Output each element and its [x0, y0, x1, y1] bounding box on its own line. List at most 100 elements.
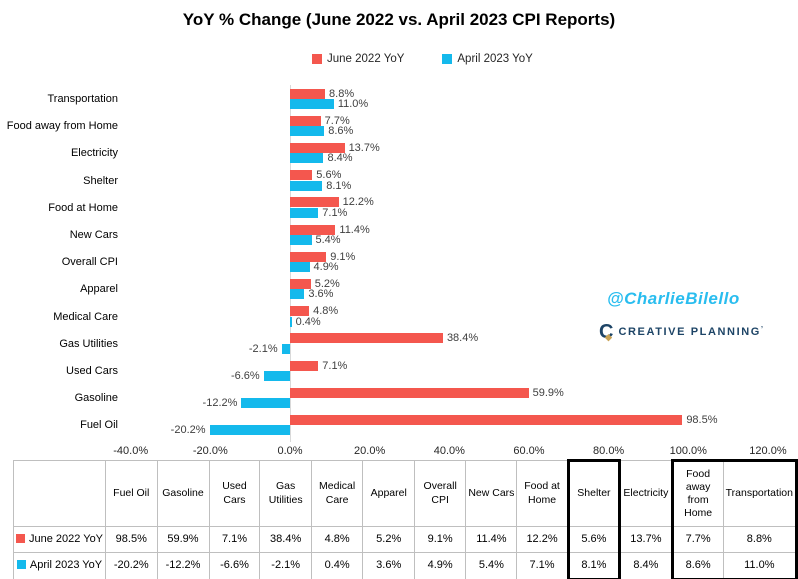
- chart-title: YoY % Change (June 2022 vs. April 2023 C…: [182, 10, 616, 29]
- table-corner-cell: [12, 460, 107, 527]
- category-label: Used Cars: [66, 365, 118, 377]
- data-table: Fuel Oil Gasoline Used Cars Gas Utilities Me…: [12, 459, 798, 579]
- table-column-header: Apparel: [362, 460, 415, 527]
- table-cell: 59.9%: [156, 526, 210, 553]
- creative-planning-logo-text: CREATIVE PLANNING’: [618, 326, 765, 338]
- x-axis-tick-label: 40.0%: [433, 445, 465, 457]
- table-cell: 7.1%: [516, 552, 569, 579]
- table-cell: 11.0%: [722, 552, 798, 579]
- table-column-header: Transportation: [722, 459, 798, 527]
- bar-value-label: 38.4%: [446, 332, 479, 345]
- bar-value-label: 8.8%: [329, 87, 355, 100]
- x-axis-tick-label: -40.0%: [113, 445, 149, 457]
- bar-value-label: 11.0%: [337, 98, 369, 110]
- category-label: Shelter: [83, 174, 118, 187]
- x-axis-tick-label: 60.0%: [513, 445, 545, 457]
- table-cell: 38.4%: [259, 526, 312, 553]
- table-column-header: Medical Care: [310, 460, 364, 527]
- table-cell: 8.4%: [619, 552, 673, 579]
- bar-value-label: -20.2%: [170, 424, 206, 437]
- table-cell: 8.1%: [566, 552, 622, 579]
- bar-value-label: 8.6%: [328, 125, 354, 138]
- category-label: Overall CPI: [61, 256, 118, 269]
- bar-april-2023: [290, 262, 310, 273]
- table-row-label: June 2022 YoY: [12, 526, 107, 553]
- bar-april-2023: [290, 235, 312, 245]
- bar-april-2023: [290, 180, 323, 191]
- legend-item-0: June 2022 YoY: [312, 53, 404, 65]
- legend-item-1: April 2023 YoY: [442, 53, 533, 65]
- table-cell: 7.7%: [670, 526, 724, 553]
- table-column-header: Food at Home: [516, 460, 569, 527]
- creative-planning-logo: C ◆ CREATIVE PLANNING’: [599, 322, 765, 342]
- bar-value-label: 11.4%: [339, 223, 370, 236]
- category-label: Transportation: [47, 93, 118, 105]
- bar-june-2022: [290, 170, 313, 181]
- bar-june-2022: [290, 224, 336, 235]
- creative-planning-c-icon: C ◆: [599, 322, 613, 342]
- bar-value-label: -6.6%: [230, 370, 260, 382]
- bar-value-label: 9.1%: [330, 250, 356, 263]
- bar-june-2022: [290, 333, 443, 344]
- bar-value-label: 7.1%: [322, 206, 348, 219]
- bar-april-2023: [290, 207, 319, 218]
- table-cell: 12.2%: [516, 526, 569, 553]
- bar-value-label: 98.5%: [686, 413, 718, 426]
- bar-june-2022: [290, 387, 529, 398]
- table-cell: 7.1%: [208, 526, 261, 553]
- series-swatch: [16, 560, 26, 570]
- bar-april-2023: [263, 371, 290, 381]
- x-axis-tick-label: 120.0%: [749, 445, 787, 457]
- bar-value-label: 5.4%: [315, 234, 341, 246]
- table-column-header: Electricity: [619, 460, 673, 527]
- legend-label: April 2023 YoY: [457, 53, 533, 65]
- table-cell: -20.2%: [105, 552, 158, 579]
- table-cell: 4.8%: [310, 526, 364, 553]
- table-row: June 2022 YoY 98.5% 59.9% 7.1% 38.4% 4.8% 5.2%…: [12, 526, 798, 553]
- table-column-header: Overall CPI: [413, 460, 467, 527]
- bar-value-label: -2.1%: [248, 342, 278, 355]
- table-column-header: Shelter: [566, 459, 622, 527]
- table-cell: 3.6%: [362, 552, 415, 579]
- bar-june-2022: [290, 278, 311, 289]
- category-label: Electricity: [70, 147, 118, 160]
- table-column-header: Gasoline: [156, 460, 210, 527]
- table-cell: -2.1%: [259, 552, 312, 579]
- table-column-header: Food away from Home: [670, 459, 724, 527]
- bar-june-2022: [290, 88, 326, 99]
- chart-legend: June 2022 YoY April 2023 YoY: [312, 53, 533, 65]
- table-row: April 2023 YoY -20.2% -12.2% -6.6% -2.1% 0.4%…: [12, 552, 798, 579]
- x-axis-tick-label: 100.0%: [669, 445, 707, 457]
- bar-april-2023: [290, 289, 305, 300]
- table-column-header: Fuel Oil: [105, 460, 158, 527]
- trademark-mark: ’: [760, 326, 765, 333]
- category-label: Gas Utilities: [59, 337, 118, 350]
- legend-swatch: [442, 54, 453, 64]
- bar-value-label: 12.2%: [342, 196, 374, 209]
- table-cell: -12.2%: [156, 552, 210, 579]
- table-cell: 8.8%: [722, 526, 798, 553]
- bar-june-2022: [290, 251, 327, 262]
- bar-june-2022: [290, 414, 683, 425]
- category-label: Food away from Home: [6, 120, 118, 133]
- watermark-twitter-handle: @CharlieBilello: [607, 289, 740, 308]
- bar-april-2023: [290, 99, 334, 109]
- table-cell: 98.5%: [105, 526, 158, 553]
- table-cell: 9.1%: [413, 526, 467, 553]
- table-column-header: Gas Utilities: [259, 460, 312, 527]
- bar-value-label: 13.7%: [348, 141, 380, 154]
- bar-value-label: 7.7%: [324, 114, 350, 127]
- table-cell: 5.2%: [362, 526, 415, 553]
- bar-value-label: 4.9%: [313, 261, 339, 274]
- bar-value-label: 8.1%: [326, 179, 352, 192]
- category-label: Fuel Oil: [80, 419, 118, 432]
- bar-value-label: 4.8%: [313, 305, 339, 318]
- category-label: Apparel: [80, 283, 118, 296]
- x-axis-tick-label: 20.0%: [354, 445, 386, 457]
- legend-swatch: [312, 54, 322, 64]
- table-cell: 11.4%: [465, 526, 518, 553]
- category-label: Medical Care: [53, 310, 118, 323]
- category-label: Gasoline: [74, 392, 118, 405]
- table-cell: 4.9%: [413, 552, 467, 579]
